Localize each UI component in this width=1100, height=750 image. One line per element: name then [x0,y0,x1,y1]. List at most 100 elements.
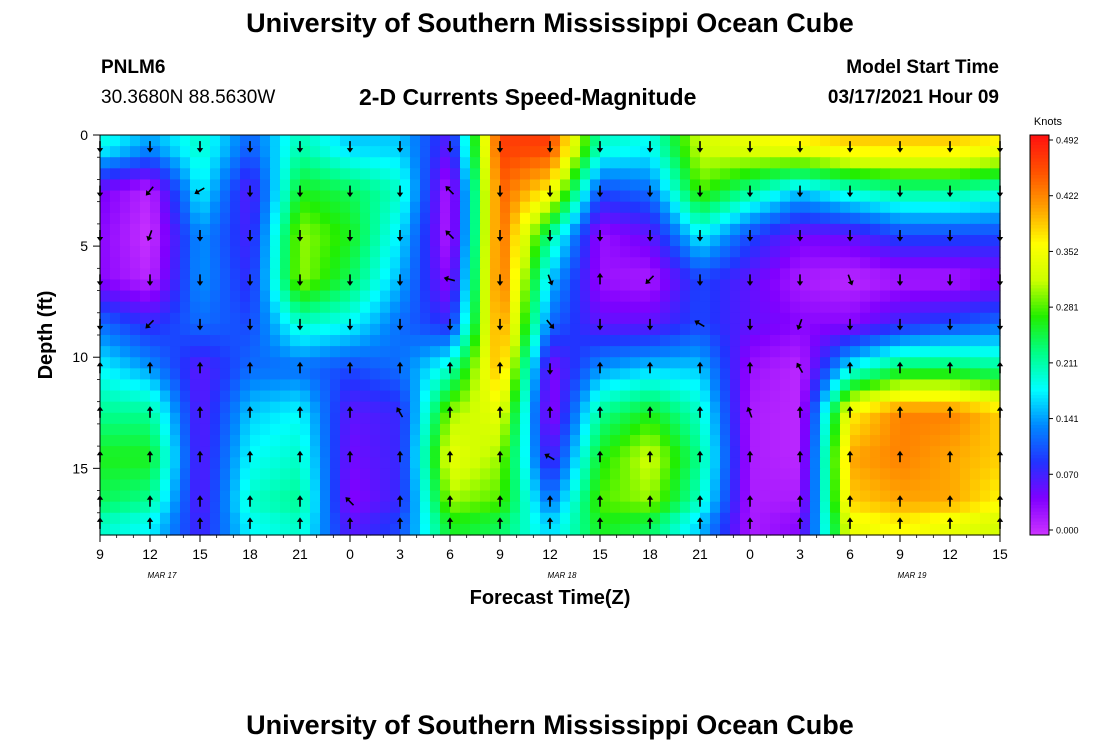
heatmap-cell [590,479,601,492]
heatmap-cell [140,290,151,303]
heatmap-cell [780,379,791,392]
heatmap-cell [900,179,911,192]
heatmap-cell [170,235,181,247]
heatmap-cell [530,301,541,314]
heatmap-cell [650,146,661,158]
heatmap-cell [540,268,551,281]
heatmap-cell [750,190,761,203]
heatmap-cell [320,390,331,403]
heatmap-cell [120,190,131,203]
heatmap-cell [390,135,401,147]
heatmap-cell [480,346,491,358]
heatmap-cell [120,490,131,503]
heatmap-cell [880,290,891,303]
current-arrow [196,450,204,463]
heatmap-cell [980,523,991,536]
heatmap-cell [800,423,811,436]
heatmap-cell [290,268,301,281]
heatmap-cell [650,401,661,414]
heatmap-cell [530,446,541,458]
heatmap-cell [730,390,741,403]
heatmap-cell [830,135,841,147]
current-arrow [746,141,754,153]
heatmap-cell [980,179,991,192]
heatmap-cell [360,223,371,236]
heatmap-cell [600,323,611,336]
heatmap-cell [830,190,841,203]
heatmap-cell [960,157,971,169]
current-arrow [746,318,754,331]
heatmap-cell [800,379,811,392]
heatmap-cell [740,412,751,425]
heatmap-cell [390,346,401,358]
heatmap-cell [300,501,311,514]
heatmap-cell [870,446,881,458]
heatmap-cell [290,446,301,458]
heatmap-cell [910,379,921,392]
current-arrow [346,318,354,331]
heatmap-cell [750,412,761,425]
heatmap-cell [950,312,961,325]
heatmap-cell [550,223,561,236]
heatmap-cell [130,346,141,358]
heatmap-cell [310,468,321,481]
heatmap-cell [780,223,791,236]
heatmap-cell [710,390,721,403]
heatmap-cell [310,235,321,247]
heatmap-cell [710,257,721,269]
heatmap-cell [480,435,491,447]
heatmap-cell [310,490,321,503]
heatmap-cell [770,212,781,225]
heatmap-cell [660,435,671,447]
heatmap-cell [930,179,941,192]
heatmap-cell [830,468,841,481]
heatmap-cell [200,212,211,225]
heatmap-cell [970,390,981,403]
heatmap-cell [700,301,711,314]
heatmap-cell [620,512,631,525]
colorbar-band [1030,158,1049,163]
heatmap-cell [520,246,531,258]
heatmap-cell [360,279,371,292]
heatmap-cell [220,168,231,181]
heatmap-cell [450,146,461,158]
heatmap-cell [400,401,411,414]
heatmap-cell [960,312,971,325]
heatmap-cell [570,435,581,447]
current-arrow [246,450,254,463]
heatmap-cell [610,335,621,347]
heatmap-cell [670,179,681,192]
heatmap-cell [420,168,431,181]
heatmap-cell [950,246,961,258]
heatmap-cell [610,323,621,336]
heatmap-cell [940,312,951,325]
heatmap-cell [360,512,371,525]
heatmap-cell [290,135,301,147]
heatmap-cell [340,490,351,503]
heatmap-cell [780,312,791,325]
heatmap-cell [660,257,671,269]
current-arrow [146,230,153,242]
heatmap-cell [410,246,421,258]
heatmap-cell [440,512,451,525]
heatmap-cell [710,523,721,536]
heatmap-cell [720,390,731,403]
heatmap-cell [200,301,211,314]
heatmap-cell [160,368,171,381]
heatmap-cell [990,423,1001,436]
heatmap-cell [530,346,541,358]
heatmap-cell [880,368,891,381]
heatmap-cell [940,223,951,236]
heatmap-cell [830,390,841,403]
heatmap-cell [310,512,321,525]
heatmap-cell [370,235,381,247]
heatmap-cell [140,379,151,392]
heatmap-cell [230,390,241,403]
heatmap-cell [320,490,331,503]
heatmap-cell [380,257,391,269]
heatmap-cell [170,346,181,358]
heatmap-cell [780,190,791,203]
heatmap-cell [860,290,871,303]
heatmap-cell [440,279,451,292]
heatmap-cell [370,368,381,381]
